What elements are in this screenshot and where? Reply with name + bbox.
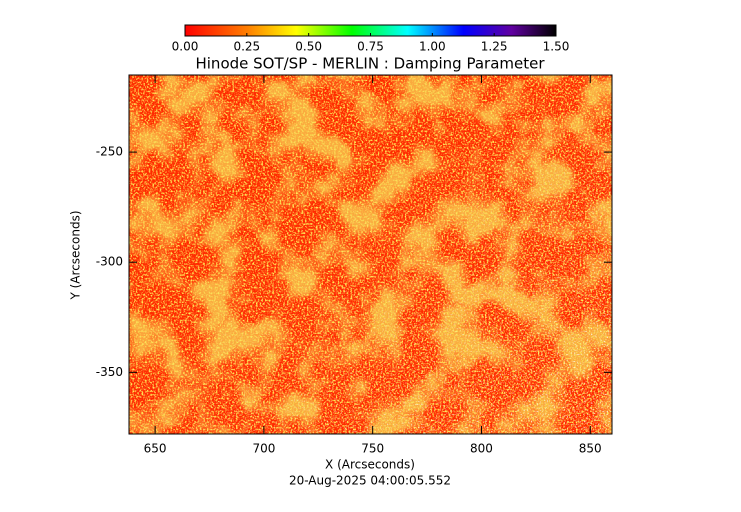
heatmap-image xyxy=(129,75,612,434)
y-axis-label: Y (Arcseconds) xyxy=(69,210,83,300)
plot-frame xyxy=(128,74,613,435)
colorbar-tick-label: 1.25 xyxy=(481,40,508,54)
colorbar-tick-label: 0.75 xyxy=(357,40,384,54)
x-tick-label: 700 xyxy=(252,442,275,456)
x-tick-label: 750 xyxy=(361,442,384,456)
colorbar-tick-label: 0.50 xyxy=(295,40,322,54)
colorbar-tick-label: 1.00 xyxy=(419,40,446,54)
colorbar-tick-label: 1.50 xyxy=(543,40,570,54)
x-tick-label: 800 xyxy=(470,442,493,456)
x-tick-label: 850 xyxy=(579,442,602,456)
y-tick-label: -300 xyxy=(96,255,123,269)
x-tick-label: 650 xyxy=(144,442,167,456)
x-axis-label: X (Arcseconds) xyxy=(325,458,415,472)
colorbar-tick-label: 0.00 xyxy=(172,40,199,54)
y-tick-label: -250 xyxy=(96,145,123,159)
footer: 20-Aug-2025 04:00:05.552 xyxy=(289,474,451,488)
colorbar-tick-label: 0.25 xyxy=(233,40,260,54)
y-tick-label: -350 xyxy=(96,365,123,379)
chart-title: Hinode SOT/SP - MERLIN : Damping Paramet… xyxy=(195,55,545,73)
